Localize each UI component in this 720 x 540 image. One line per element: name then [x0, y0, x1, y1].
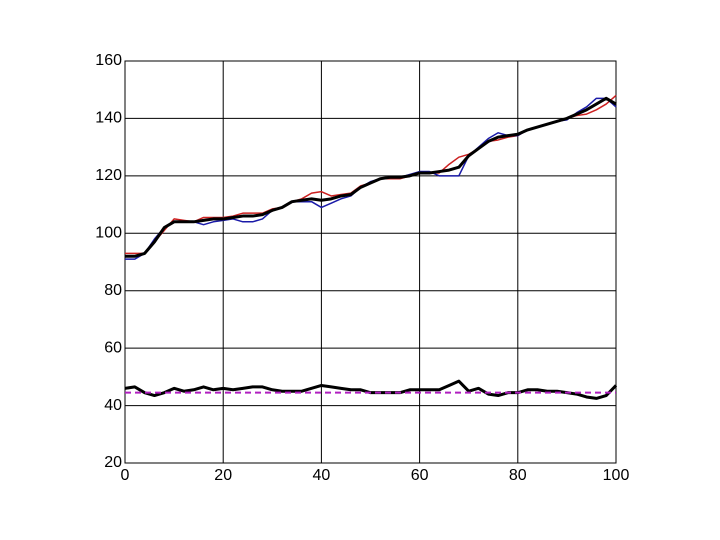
x-tick-label: 40: [313, 467, 331, 484]
y-tick-label: 100: [95, 225, 122, 242]
x-tick-label: 100: [603, 467, 630, 484]
y-tick-label: 120: [95, 167, 122, 184]
x-tick-label: 60: [411, 467, 429, 484]
series-line: [125, 96, 617, 258]
y-tick-label: 40: [104, 397, 122, 414]
y-tick-label: 140: [95, 110, 122, 127]
y-tick-label: 160: [95, 52, 122, 69]
y-tick-label: 20: [104, 454, 122, 471]
plot-frame: [124, 60, 617, 464]
x-tick-label: 20: [214, 467, 232, 484]
y-tick-label: 60: [104, 339, 122, 356]
x-tick-label: 80: [509, 467, 527, 484]
y-tick-label: 80: [104, 282, 122, 299]
x-tick-label: 0: [121, 467, 130, 484]
